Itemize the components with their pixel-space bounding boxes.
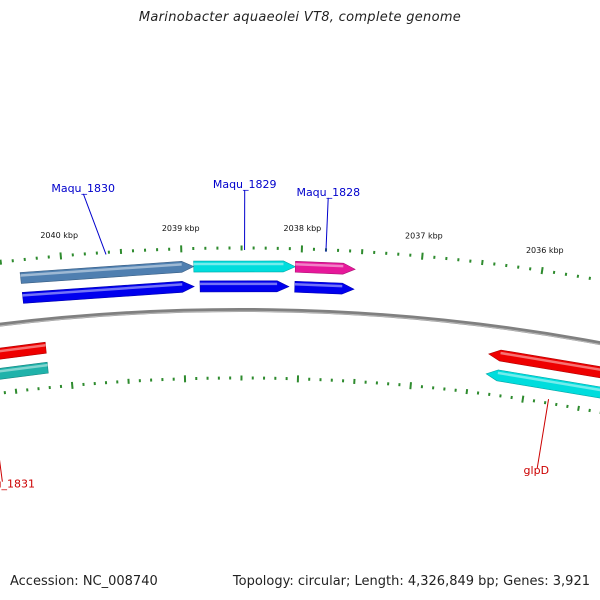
- inner-ruler-tick: [14, 388, 18, 394]
- outer-ruler-tick: [481, 259, 484, 266]
- gene-arrow-highlight: [0, 344, 46, 353]
- ruler-label: 2037 kbp: [405, 231, 443, 240]
- genome-backbone-highlight: [0, 310, 600, 345]
- inner-ruler-tick: [566, 404, 569, 409]
- inner-ruler-tick: [577, 405, 580, 412]
- feature-arrow-highlight: [0, 363, 48, 373]
- gene-label: Maqu_1830: [51, 182, 115, 195]
- ruler-label: 2040 kbp: [40, 231, 78, 240]
- outer-ruler-tick: [588, 276, 592, 280]
- outer-ruler-tick: [421, 252, 424, 260]
- gene-label-leader: [0, 459, 3, 482]
- feature-arrow-highlight: [497, 371, 600, 392]
- inner-ruler-tick: [409, 382, 412, 390]
- gene-label-leader: [536, 399, 550, 469]
- gene-label: Maqu_1831: [0, 478, 35, 491]
- gene-arrow-highlight: [500, 351, 600, 371]
- map-title: Marinobacter aquaeolei VT8, complete gen…: [138, 10, 462, 25]
- feature-arrow: [294, 260, 356, 275]
- ruler-label: 2038 kbp: [284, 224, 322, 233]
- genome-backbone: [0, 307, 600, 346]
- gene-label: Maqu_1828: [296, 186, 360, 199]
- gene-arrow: [294, 280, 355, 295]
- gene-arrow-highlight: [22, 283, 183, 297]
- gene-label-leader: [82, 193, 107, 255]
- feature-arrow-highlight: [295, 263, 344, 268]
- inner-ruler-tick: [465, 388, 469, 395]
- gene-label: Maqu_1829: [213, 178, 277, 191]
- outer-ruler-tick: [0, 259, 3, 265]
- accession-text: Accession: NC_008740: [10, 574, 158, 589]
- feature-arrow-highlight: [20, 263, 182, 277]
- ruler-label: 2039 kbp: [162, 224, 200, 233]
- inner-ruler-tick: [588, 408, 591, 413]
- outer-ruler-tick: [59, 252, 63, 260]
- gene-arrow: [488, 349, 600, 379]
- ruler-label: 2036 kbp: [526, 246, 564, 255]
- outer-ruler-tick: [540, 266, 544, 275]
- gene-label: glpD: [524, 464, 550, 477]
- gene-arrow: [199, 280, 290, 293]
- gene-arrow-highlight: [294, 283, 343, 288]
- gene-label-leader: [325, 197, 329, 252]
- inner-ruler-tick: [70, 381, 74, 389]
- genome-summary-text: Topology: circular; Length: 4,326,849 bp…: [232, 574, 590, 589]
- inner-ruler-tick: [521, 395, 525, 403]
- feature-arrow: [193, 260, 297, 273]
